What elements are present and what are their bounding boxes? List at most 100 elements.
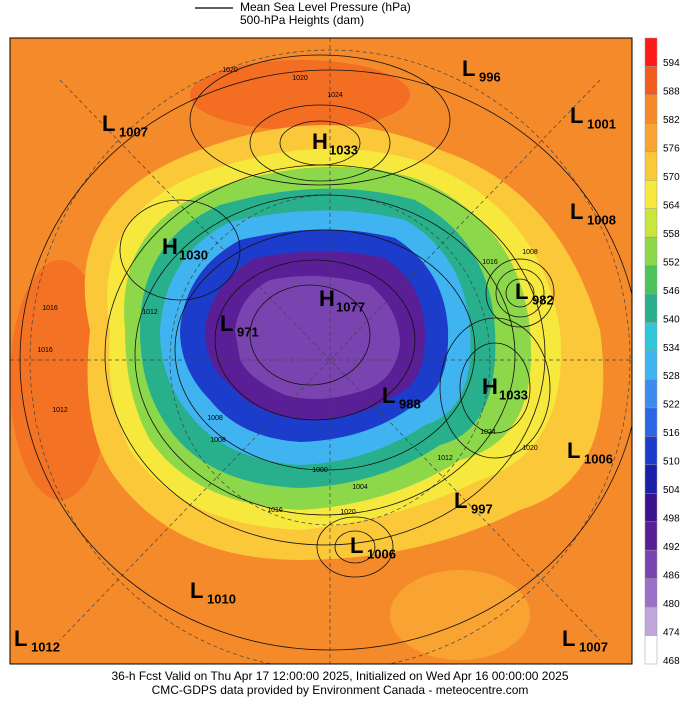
center-letter: H — [482, 374, 498, 399]
map — [9, 37, 633, 665]
center-pressure: 1006 — [584, 451, 613, 466]
center-pressure: 1010 — [207, 591, 236, 606]
colorbar-swatch — [644, 578, 658, 608]
colorbar-tick-label: 552 — [663, 257, 680, 268]
center-letter: L — [515, 279, 528, 304]
center-pressure: 1033 — [499, 387, 528, 402]
isobar-label: 1020 — [222, 67, 238, 74]
colorbar-swatch — [644, 236, 658, 266]
colorbar-swatch — [644, 94, 658, 124]
colorbar-tick-label: 528 — [663, 371, 680, 382]
center-letter: L — [220, 311, 233, 336]
colorbar-swatch — [644, 37, 658, 67]
colorbar-swatch — [644, 66, 658, 96]
isobar-label: 1016 — [42, 305, 58, 312]
colorbar-tick-label: 558 — [663, 229, 680, 240]
center-letter: L — [102, 111, 115, 136]
isobar-label: 1016 — [267, 507, 283, 514]
center-letter: L — [570, 103, 583, 128]
center-pressure: 1006 — [367, 546, 396, 561]
colorbar-tick-label: 570 — [663, 172, 680, 183]
isobar-label: 1016 — [37, 347, 53, 354]
center-pressure: 1012 — [31, 639, 60, 654]
center-pressure: 1001 — [587, 116, 616, 131]
colorbar-swatch — [644, 293, 658, 323]
center-letter: H — [312, 129, 328, 154]
center-pressure: 1008 — [587, 212, 616, 227]
colorbar-swatch — [644, 635, 658, 665]
colorbar-swatch — [644, 379, 658, 409]
legend-label: Mean Sea Level Pressure (hPa) — [240, 0, 411, 14]
colorbar-swatch — [644, 350, 658, 380]
colorbar-tick-label: 540 — [663, 314, 680, 325]
colorbar-swatch — [644, 464, 658, 494]
colorbar-swatch — [644, 606, 658, 636]
colorbar-swatch — [644, 407, 658, 437]
isobar-label: 1024 — [327, 92, 343, 99]
isobar-label: 1020 — [292, 75, 308, 82]
colorbar-swatch — [644, 521, 658, 551]
colorbar-tick-label: 594 — [663, 58, 680, 69]
colorbar-tick-label: 504 — [663, 485, 680, 496]
colorbar-tick-label: 468 — [663, 656, 680, 667]
colorbar-swatch — [644, 151, 658, 181]
colorbar-tick-label: 516 — [663, 428, 680, 439]
isobar-label: 1008 — [210, 437, 226, 444]
center-letter: H — [162, 234, 178, 259]
isobar-label: 1008 — [207, 415, 223, 422]
colorbar-tick-label: 474 — [663, 627, 680, 638]
center-letter: L — [14, 626, 27, 651]
center-letter: L — [570, 199, 583, 224]
colorbar-swatch — [644, 123, 658, 153]
colorbar-swatch — [644, 549, 658, 579]
center-pressure: 971 — [237, 324, 259, 339]
isobar-label: 1000 — [312, 467, 328, 474]
center-pressure: 982 — [532, 292, 554, 307]
center-letter: H — [319, 286, 335, 311]
center-pressure: 1007 — [579, 639, 608, 654]
isobar-label: 1004 — [352, 484, 368, 491]
colorbar-swatch — [644, 436, 658, 466]
center-letter: L — [567, 438, 580, 463]
isobar-label: 1012 — [52, 407, 68, 414]
colorbar-tick-label: 564 — [663, 201, 680, 212]
colorbar-swatch — [644, 265, 658, 295]
legend-label: 500-hPa Heights (dam) — [240, 13, 364, 27]
isobar-label: 1024 — [480, 429, 496, 436]
colorbar-tick-label: 582 — [663, 115, 680, 126]
center-pressure: 1033 — [329, 142, 358, 157]
center-letter: L — [462, 56, 475, 81]
center-letter: L — [562, 626, 575, 651]
center-pressure: 1077 — [336, 299, 365, 314]
center-pressure: 1030 — [179, 247, 208, 262]
isobar-label: 1020 — [522, 445, 538, 452]
colorbar-swatch — [644, 208, 658, 238]
isobar-label: 1012 — [437, 455, 453, 462]
colorbar-tick-label: 546 — [663, 286, 680, 297]
isobar-label: 1012 — [142, 309, 158, 316]
center-letter: L — [454, 488, 467, 513]
colorbar-tick-label: 486 — [663, 570, 680, 581]
center-letter: L — [382, 383, 395, 408]
isobar-label: 1016 — [482, 259, 498, 266]
isobar-label: 1008 — [522, 249, 538, 256]
center-pressure: 996 — [479, 69, 501, 84]
colorbar-swatch — [644, 493, 658, 522]
colorbar-tick-label: 498 — [663, 514, 680, 525]
colorbar-tick-label: 534 — [663, 343, 680, 354]
isobar-label: 1020 — [340, 509, 356, 516]
center-pressure: 1007 — [119, 124, 148, 139]
center-pressure: 988 — [399, 396, 421, 411]
footer-text: 36-h Fcst Valid on Thu Apr 17 12:00:00 2… — [112, 669, 569, 683]
colorbar-tick-label: 588 — [663, 87, 680, 98]
center-pressure: 997 — [471, 501, 493, 516]
center-letter: L — [350, 533, 363, 558]
colorbar-tick-label: 576 — [663, 144, 680, 155]
colorbar-tick-label: 480 — [663, 599, 680, 610]
footer-text: CMC-GDPS data provided by Environment Ca… — [152, 683, 529, 697]
colorbar-tick-label: 510 — [663, 457, 680, 468]
center-letter: L — [190, 578, 203, 603]
colorbar-tick-label: 522 — [663, 400, 680, 411]
colorbar-swatch — [644, 180, 658, 209]
